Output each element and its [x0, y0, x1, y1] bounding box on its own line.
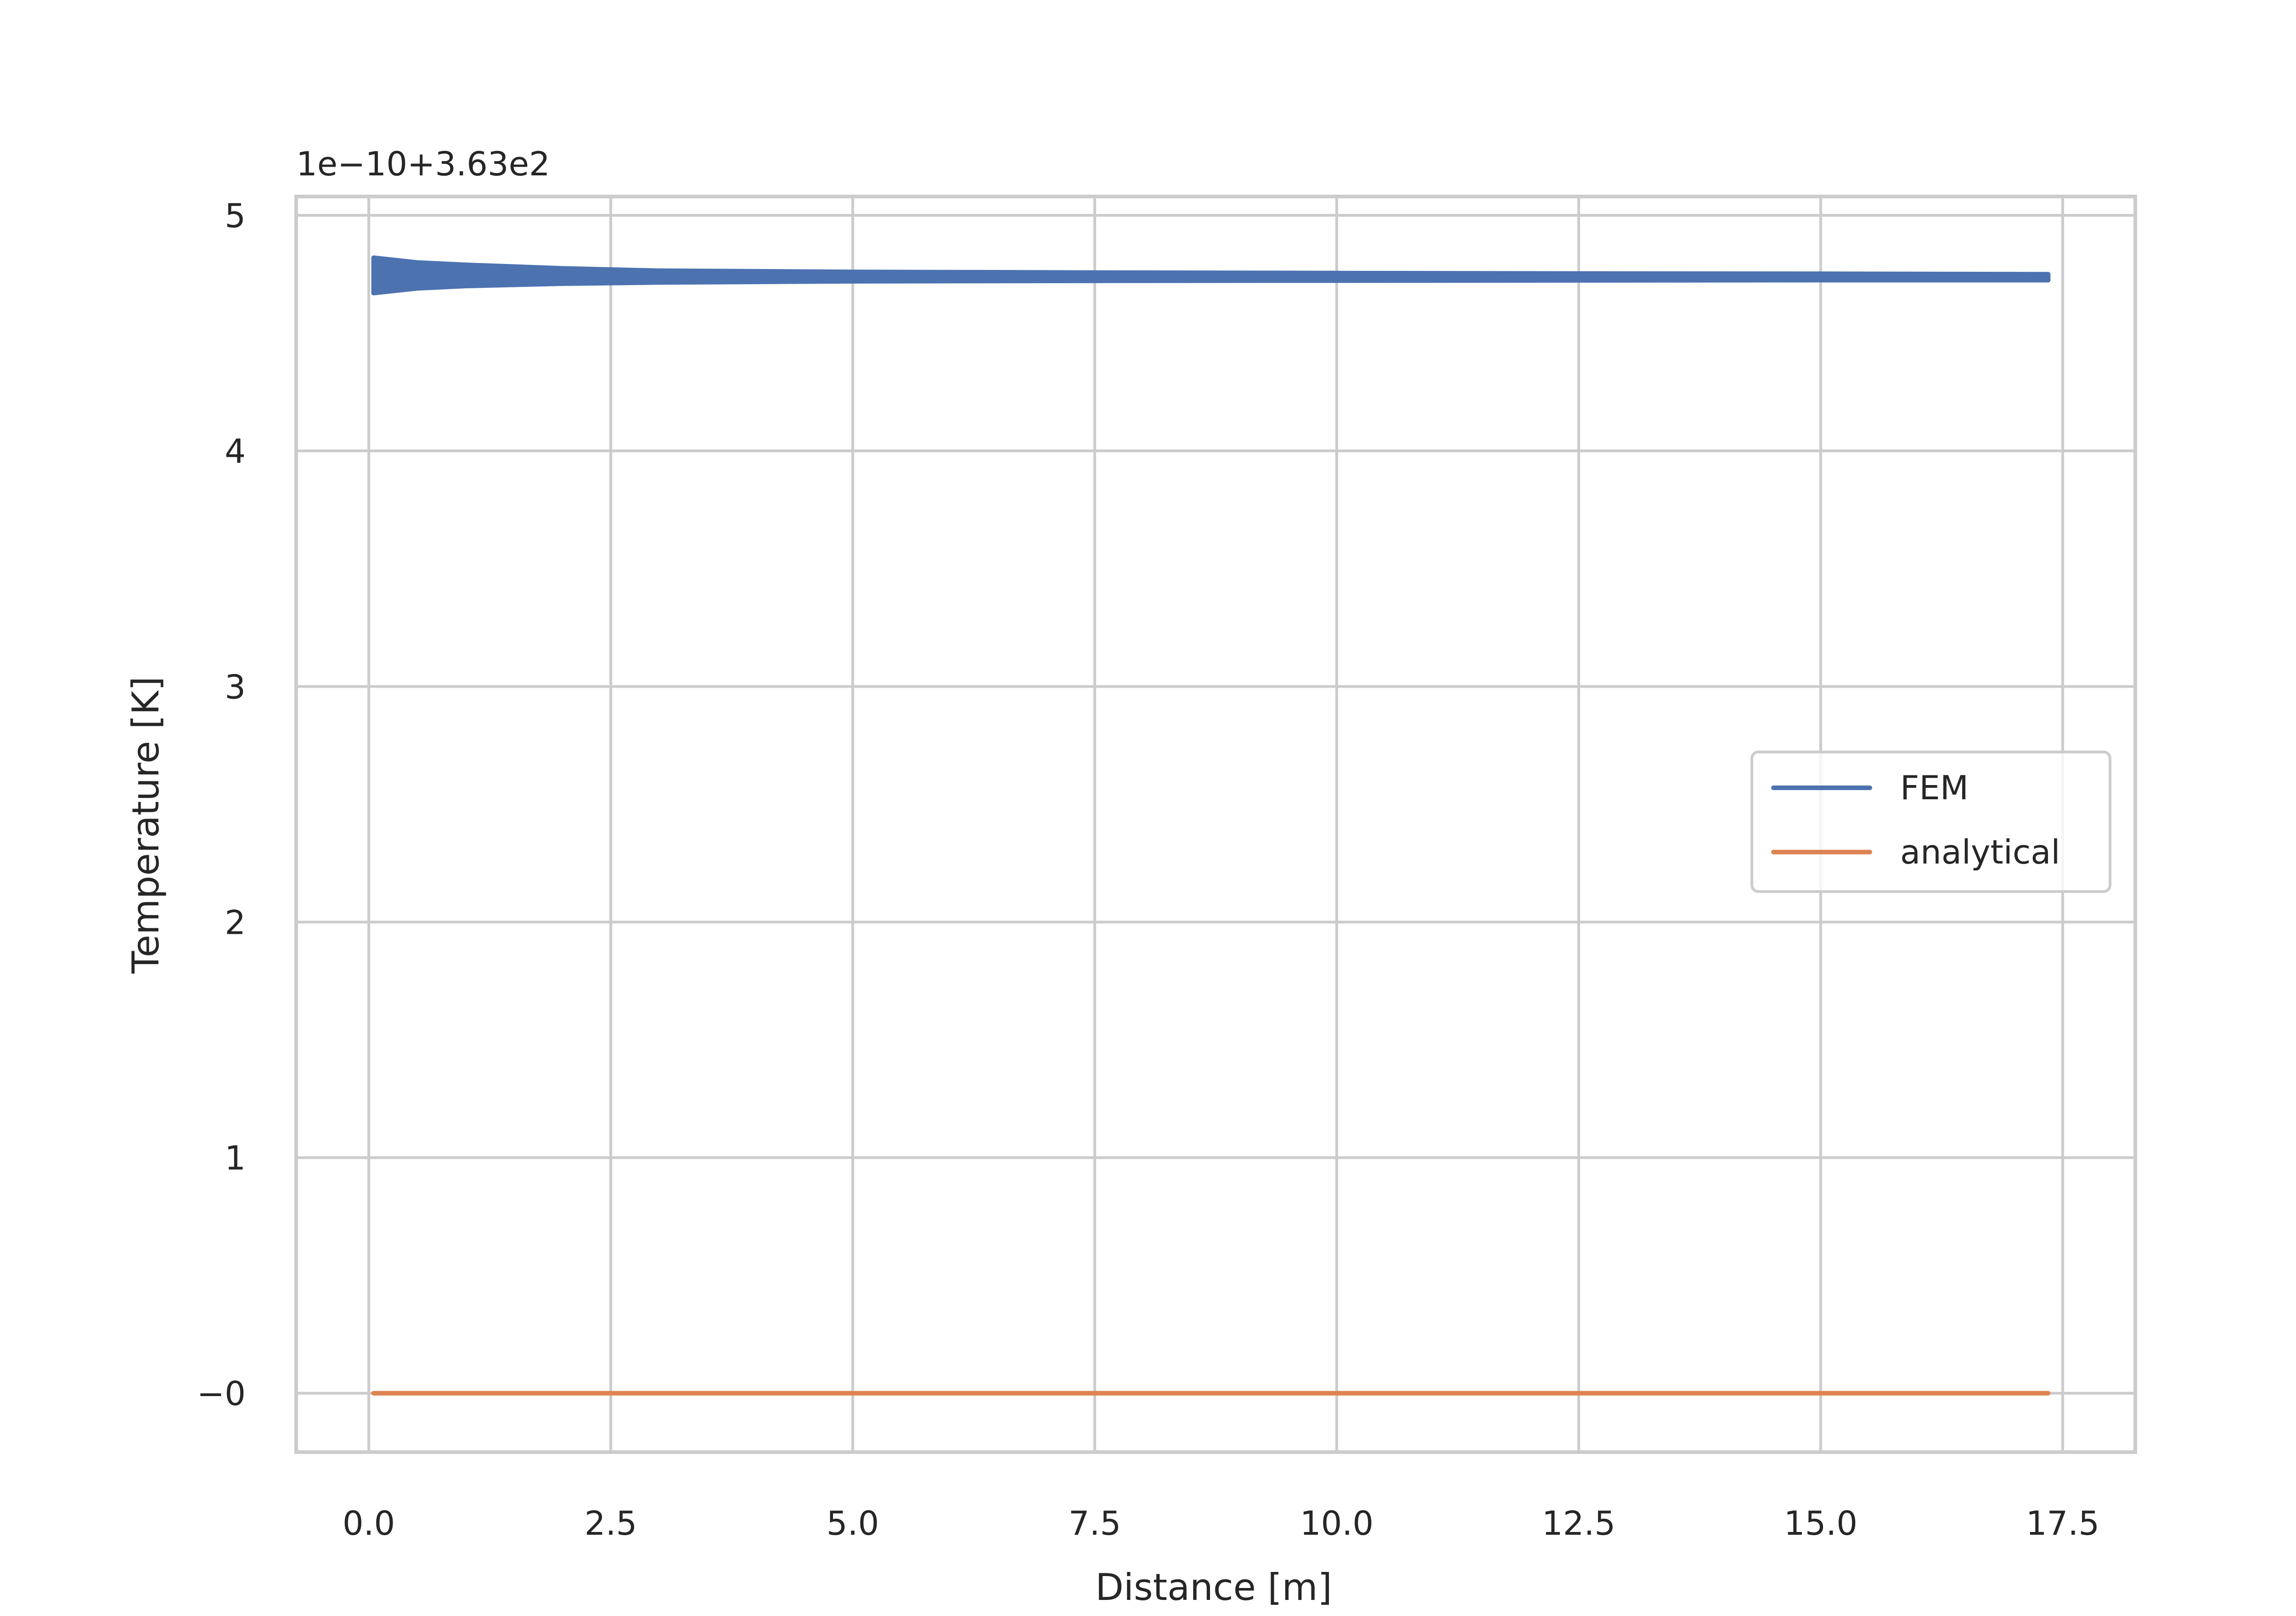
y-tick-label: 5: [225, 196, 246, 235]
legend: FEM analytical: [1750, 751, 2111, 893]
y-tick-label: 1: [225, 1139, 246, 1178]
x-tick-label: 17.5: [2026, 1504, 2099, 1543]
x-tick-label: 12.5: [1542, 1504, 1615, 1543]
plot-area-frame: [294, 195, 2137, 1454]
series-layer: [371, 255, 2051, 1396]
x-tick-labels: 0.0 2.5 5.0 7.5 10.0 12.5 15.0 17.5: [343, 1504, 2099, 1543]
x-tick-label: 10.0: [1300, 1504, 1373, 1543]
y-tick-label: −0: [197, 1375, 246, 1413]
series-fem-band: [371, 255, 2051, 296]
y-tick-labels: −0 1 2 3 4 5: [197, 196, 246, 1413]
y-tick-label: 2: [225, 903, 246, 942]
x-tick-label: 5.0: [827, 1504, 879, 1543]
legend-label-analytical: analytical: [1900, 833, 2060, 871]
y-offset-label: 1e−10+3.63e2: [296, 145, 550, 183]
x-tick-label: 7.5: [1069, 1504, 1121, 1543]
x-tick-label: 15.0: [1784, 1504, 1857, 1543]
y-axis-label: Temperature [K]: [124, 676, 167, 974]
y-tick-label: 3: [225, 668, 246, 706]
x-tick-label: 2.5: [585, 1504, 637, 1543]
x-axis-label: Distance [m]: [1095, 1566, 1332, 1609]
y-tick-label: 4: [225, 432, 246, 471]
legend-label-fem: FEM: [1900, 769, 1969, 807]
x-gridlines: [367, 196, 2064, 1452]
x-tick-label: 0.0: [343, 1504, 395, 1543]
